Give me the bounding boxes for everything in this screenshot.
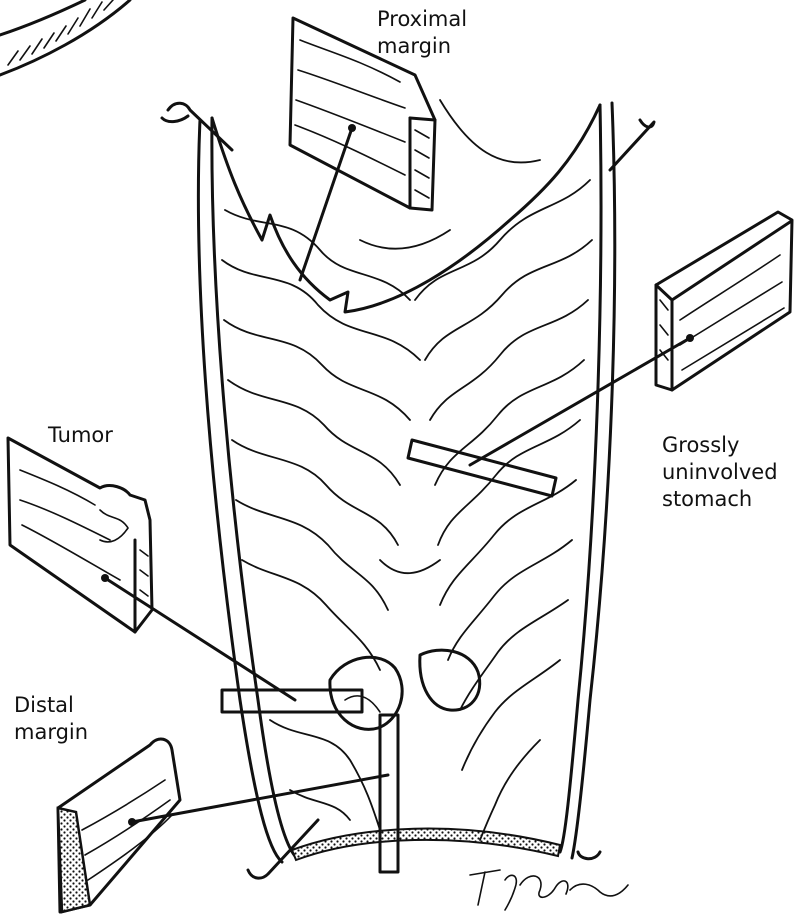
label-proximal-margin: Proximal margin — [377, 6, 467, 60]
proximal-margin-dot — [348, 124, 356, 132]
label-proximal-margin-line2: margin — [377, 34, 452, 58]
distal-margin-block — [56, 737, 182, 914]
distal-section-outline — [378, 713, 400, 874]
tumor-leader — [103, 576, 297, 702]
tumor-dot — [101, 574, 109, 582]
distal-margin-dot — [128, 818, 136, 826]
tumor-section-outline — [220, 688, 364, 714]
uninvolved-section-outline — [406, 438, 558, 498]
label-distal-margin-line1: Distal — [14, 693, 74, 717]
label-uninvolved-line2: uninvolved — [662, 460, 778, 484]
uninvolved-leader — [468, 336, 692, 467]
section-outlines — [220, 438, 558, 874]
tumor-lesion — [328, 648, 482, 731]
uninvolved-dot — [686, 334, 694, 342]
opened-stomach — [160, 101, 656, 880]
label-tumor-line1: Tumor — [48, 423, 113, 447]
label-grossly-uninvolved-stomach: Grossly uninvolved stomach — [662, 432, 778, 513]
label-uninvolved-line1: Grossly — [662, 433, 740, 457]
leader-lines — [101, 124, 694, 826]
artist-signature — [469, 869, 629, 911]
label-distal-margin: Distal margin — [14, 692, 88, 746]
uninvolved-stomach-block — [654, 210, 794, 392]
label-proximal-margin-line1: Proximal — [377, 7, 468, 31]
mucosal-folds — [221, 99, 593, 841]
proximal-margin-block — [288, 16, 437, 212]
tumor-block — [6, 436, 154, 634]
proximal-margin-leader — [298, 126, 354, 282]
distal-margin-leader — [130, 773, 390, 824]
specimen-edge-fragment — [0, 0, 132, 77]
label-uninvolved-line3: stomach — [662, 487, 753, 511]
label-distal-margin-line2: margin — [14, 720, 89, 744]
label-tumor: Tumor — [48, 422, 113, 449]
